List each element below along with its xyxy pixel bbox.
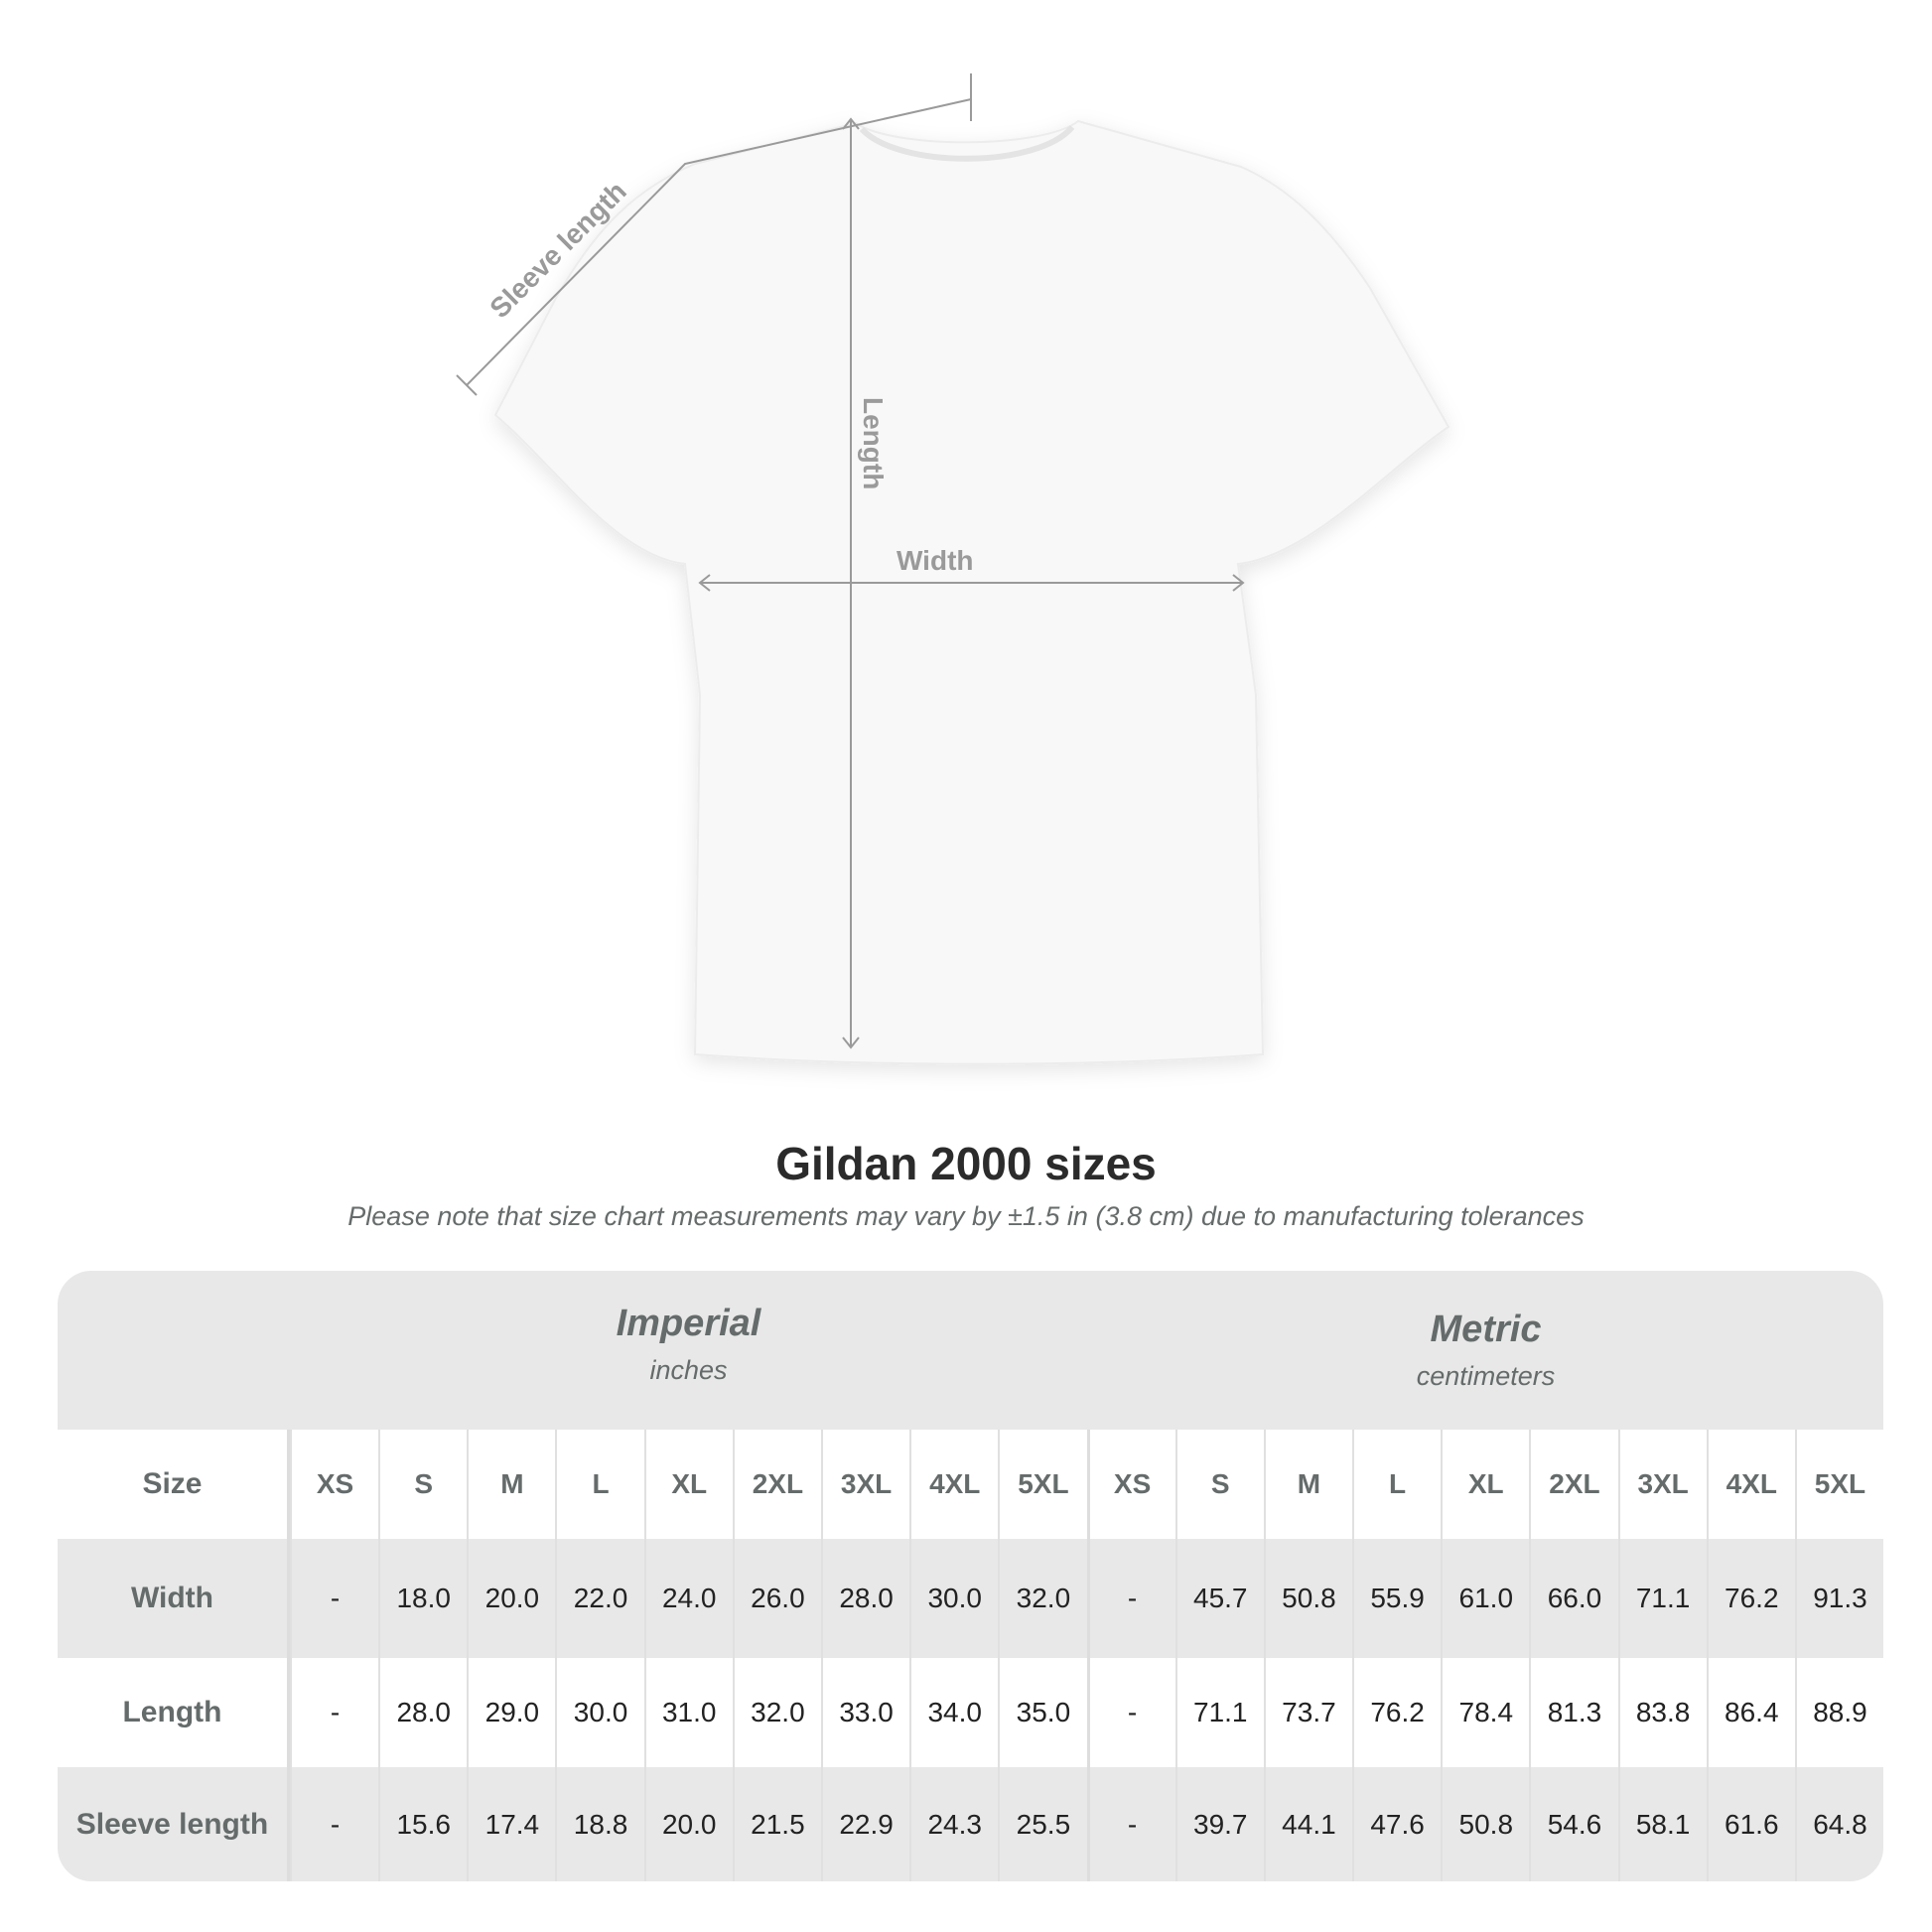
size-header-imperial: 3XL xyxy=(820,1430,909,1539)
value-cell-metric: 88.9 xyxy=(1794,1658,1883,1767)
row-label: Width xyxy=(58,1539,290,1658)
value-cell-metric: 73.7 xyxy=(1263,1658,1352,1767)
value-cell-metric: 78.4 xyxy=(1441,1658,1529,1767)
value-cell-imperial: 20.0 xyxy=(467,1539,555,1658)
value-cell-metric: 91.3 xyxy=(1794,1539,1883,1658)
value-cell-metric: - xyxy=(1086,1767,1175,1881)
value-cell-imperial: 25.5 xyxy=(998,1767,1086,1881)
value-cell-metric: 45.7 xyxy=(1174,1539,1264,1658)
value-cell-imperial: 32.0 xyxy=(998,1539,1086,1658)
value-cell-imperial: 32.0 xyxy=(732,1658,821,1767)
value-cell-metric: 61.0 xyxy=(1441,1539,1529,1658)
value-cell-metric: 86.4 xyxy=(1706,1658,1795,1767)
value-cell-metric: 39.7 xyxy=(1174,1767,1264,1881)
size-header-metric: 5XL xyxy=(1794,1430,1883,1539)
value-cell-metric: 66.0 xyxy=(1529,1539,1617,1658)
value-cell-imperial: 26.0 xyxy=(732,1539,821,1658)
size-header-imperial: 2XL xyxy=(732,1430,821,1539)
table-row: Sleeve length -15.6 17.4 18.8 20.0 21.5 22.9 24… xyxy=(58,1767,1883,1881)
value-cell-imperial: 22.0 xyxy=(555,1539,643,1658)
value-cell-metric: 83.8 xyxy=(1617,1658,1707,1767)
size-header-imperial: XL xyxy=(643,1430,733,1539)
value-cell-metric: 54.6 xyxy=(1529,1767,1617,1881)
value-cell-imperial: 24.0 xyxy=(643,1539,733,1658)
value-cell-metric: 58.1 xyxy=(1617,1767,1707,1881)
value-cell-imperial: 24.3 xyxy=(909,1767,998,1881)
value-cell-imperial: - xyxy=(289,1767,378,1881)
size-header-row: Size XS S M L XL 2XL 3XL 4XL 5XL XS S M L XL 2XL 3XL 4XL 5… xyxy=(58,1430,1883,1539)
value-cell-metric: 55.9 xyxy=(1352,1539,1441,1658)
value-cell-imperial: 28.0 xyxy=(378,1658,467,1767)
value-cell-metric: 71.1 xyxy=(1617,1539,1707,1658)
metric-title: Metric xyxy=(1430,1309,1542,1350)
size-header-metric: M xyxy=(1263,1430,1352,1539)
size-header-imperial: 5XL xyxy=(998,1430,1086,1539)
length-label: Length xyxy=(858,397,889,489)
size-header-metric: 4XL xyxy=(1706,1430,1795,1539)
value-cell-imperial: 33.0 xyxy=(820,1658,909,1767)
size-header-metric: L xyxy=(1352,1430,1441,1539)
size-header-metric: 2XL xyxy=(1529,1430,1617,1539)
value-cell-metric: 81.3 xyxy=(1529,1658,1617,1767)
value-cell-imperial: 20.0 xyxy=(643,1767,733,1881)
value-cell-imperial: 22.9 xyxy=(820,1767,909,1881)
width-label: Width xyxy=(897,545,974,576)
value-cell-metric: 47.6 xyxy=(1352,1767,1441,1881)
value-cell-metric: 50.8 xyxy=(1263,1539,1352,1658)
size-header-imperial: L xyxy=(555,1430,643,1539)
size-header-imperial: 4XL xyxy=(909,1430,998,1539)
value-cell-imperial: 29.0 xyxy=(467,1658,555,1767)
value-cell-imperial: 15.6 xyxy=(378,1767,467,1881)
page-title: Gildan 2000 sizes xyxy=(775,1138,1157,1189)
row-label: Length xyxy=(58,1658,290,1767)
size-header-imperial: XS xyxy=(289,1430,378,1539)
size-header-metric: XS xyxy=(1086,1430,1175,1539)
value-cell-metric: 76.2 xyxy=(1352,1658,1441,1767)
value-cell-imperial: 17.4 xyxy=(467,1767,555,1881)
row-label: Size xyxy=(58,1430,290,1539)
value-cell-imperial: 35.0 xyxy=(998,1658,1086,1767)
size-header-imperial: M xyxy=(467,1430,555,1539)
value-cell-metric: 71.1 xyxy=(1174,1658,1264,1767)
value-cell-metric: 76.2 xyxy=(1706,1539,1795,1658)
value-cell-imperial: 34.0 xyxy=(909,1658,998,1767)
value-cell-metric: 64.8 xyxy=(1794,1767,1883,1881)
value-cell-imperial: - xyxy=(289,1658,378,1767)
value-cell-metric: 61.6 xyxy=(1706,1767,1795,1881)
value-cell-metric: 44.1 xyxy=(1263,1767,1352,1881)
value-cell-imperial: 21.5 xyxy=(732,1767,821,1881)
value-cell-imperial: 31.0 xyxy=(643,1658,733,1767)
value-cell-imperial: 28.0 xyxy=(820,1539,909,1658)
imperial-header: Imperial inches xyxy=(290,1303,1087,1386)
imperial-title: Imperial xyxy=(616,1303,761,1344)
value-cell-imperial: 18.8 xyxy=(555,1767,643,1881)
value-cell-metric: 50.8 xyxy=(1441,1767,1529,1881)
size-table: Imperial inches Metric centimeters Size X… xyxy=(58,1271,1883,1881)
tshirt-image xyxy=(493,119,1450,1065)
size-header-imperial: S xyxy=(378,1430,467,1539)
unit-header-band xyxy=(58,1271,1883,1430)
value-cell-imperial: 30.0 xyxy=(909,1539,998,1658)
size-header-metric: S xyxy=(1174,1430,1264,1539)
table-row: Width -18.0 20.0 22.0 24.0 26.0 28.0 30.0 32.0-4… xyxy=(58,1539,1883,1658)
imperial-unit: inches xyxy=(649,1355,728,1385)
value-cell-imperial: - xyxy=(289,1539,378,1658)
tolerance-note: Please note that size chart measurements… xyxy=(347,1201,1585,1231)
sleeve-length-line xyxy=(466,98,972,386)
table-row: Length -28.0 29.0 30.0 31.0 32.0 33.0 34.0 35.0-… xyxy=(58,1658,1883,1767)
metric-header: Metric centimeters xyxy=(1087,1309,1883,1392)
row-label: Sleeve length xyxy=(58,1767,290,1881)
size-header-metric: XL xyxy=(1441,1430,1529,1539)
value-cell-metric: - xyxy=(1086,1658,1175,1767)
size-header-metric: 3XL xyxy=(1617,1430,1707,1539)
value-cell-imperial: 18.0 xyxy=(378,1539,467,1658)
value-cell-metric: - xyxy=(1086,1539,1175,1658)
metric-unit: centimeters xyxy=(1416,1361,1556,1391)
tshirt-diagram: Sleeve length Length Width xyxy=(456,73,1450,1065)
value-cell-imperial: 30.0 xyxy=(555,1658,643,1767)
